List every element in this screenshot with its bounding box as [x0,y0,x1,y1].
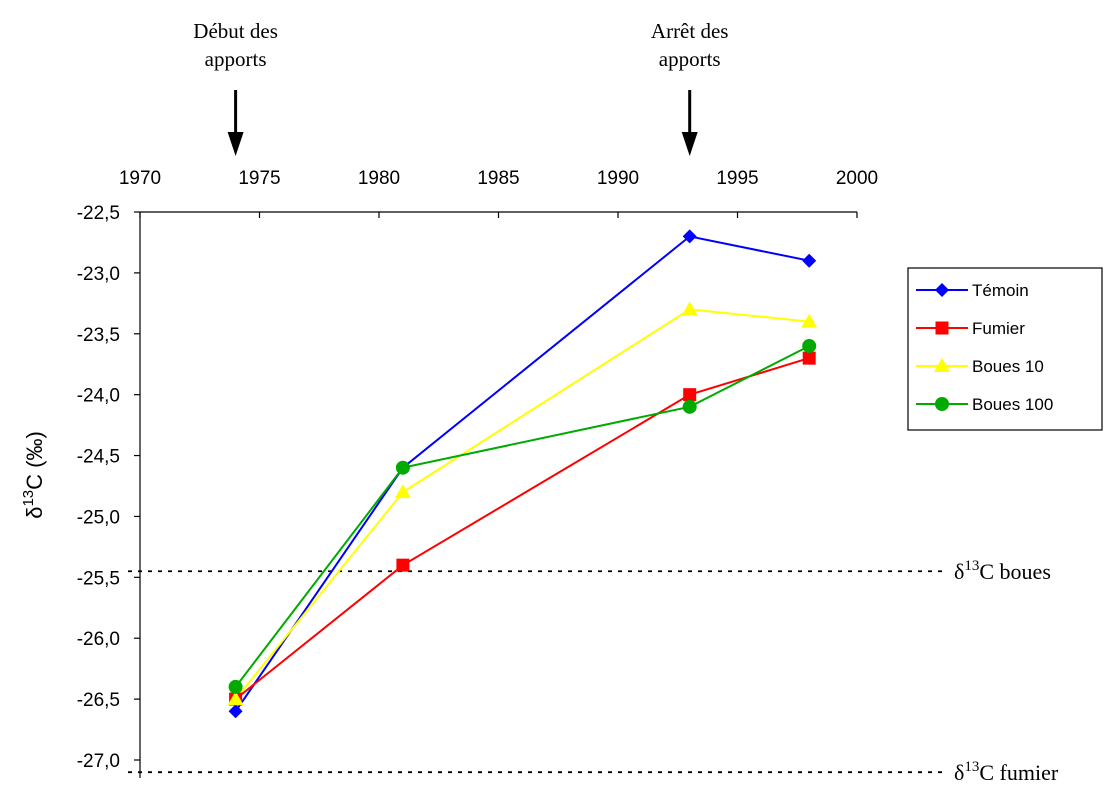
x-tick-label-2000: 2000 [836,168,878,189]
x-tick-label-1990: 1990 [597,168,639,189]
annotation-line1-1: Arrêt des [651,19,729,43]
legend-marker-0 [935,283,949,297]
legend-label-3: Boues 100 [972,395,1053,414]
series-line-0 [234,235,810,712]
x-tick-label-1995: 1995 [716,168,758,189]
legend-label-0: Témoin [972,281,1029,300]
data-point-2-1 [394,484,411,499]
annotation-arrow-head-0 [227,132,244,156]
annotation-line1-0: Début des [193,19,278,43]
y-tick-label-4: -24,5 [77,447,120,468]
annotation-line2-0: apports [205,47,267,71]
data-point-2-3 [801,313,818,328]
x-tick-label-1985: 1985 [477,168,519,189]
series-line-3 [234,345,810,688]
data-point-0-0 [228,704,243,719]
annotation-line2-1: apports [659,47,721,71]
data-point-1-3 [802,351,816,365]
data-point-3-0 [228,679,243,694]
y-tick-label-6: -25,5 [77,568,120,589]
data-point-0-2 [682,229,697,244]
series-line-2 [234,308,810,700]
x-tick-label-1970: 1970 [119,168,161,189]
y-axis-label: δ13C (‰) [20,431,47,519]
data-point-3-3 [802,338,817,353]
annotation-arrow-head-1 [681,132,698,156]
y-tick-label-1: -23,0 [77,264,120,285]
x-tick-label-1975: 1975 [238,168,280,189]
y-tick-label-2: -23,5 [77,325,120,346]
reference-label-0: δ13C boues [954,558,1051,584]
legend-label-2: Boues 10 [972,357,1044,376]
legend-marker-1 [935,321,949,335]
data-point-1-1 [396,558,410,572]
y-tick-label-0: -22,5 [77,203,120,224]
series-line-1 [234,357,810,700]
data-point-2-0 [227,691,244,706]
y-tick-label-3: -24,0 [77,386,120,407]
legend-marker-2 [934,358,950,372]
y-tick-label-5: -25,0 [77,507,120,528]
legend-label-1: Fumier [972,319,1025,338]
data-point-0-3 [802,253,817,268]
reference-label-1: δ13C fumier [954,759,1059,785]
y-tick-label-8: -26,5 [77,690,120,711]
data-point-3-2 [682,399,697,414]
x-tick-label-1980: 1980 [358,168,400,189]
data-point-2-2 [681,301,698,316]
legend-marker-3 [935,397,949,411]
data-point-3-1 [395,460,410,475]
data-point-1-2 [683,388,697,402]
y-tick-label-7: -26,0 [77,629,120,650]
y-tick-label-9: -27,0 [77,751,120,772]
